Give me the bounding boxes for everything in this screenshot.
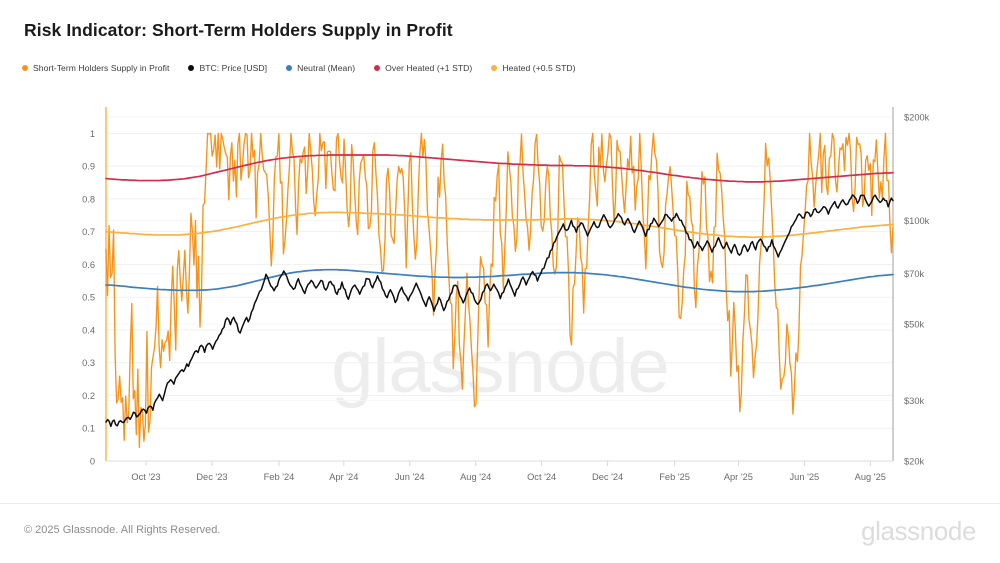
legend-item-4[interactable]: Heated (+0.5 STD) [491, 63, 575, 73]
y-axis-right-tick-label: $100k [904, 216, 930, 226]
dot-icon [22, 65, 28, 71]
footer-brand-logo: glassnode [861, 516, 976, 546]
legend-item-label: Short-Term Holders Supply in Profit [33, 63, 170, 73]
series-line-btc-price-usd [105, 194, 894, 428]
y-axis-right-tick-label: $70k [904, 269, 925, 279]
x-axis-tick-label: Dec '24 [592, 472, 623, 482]
x-axis-tick-label: Dec '23 [196, 472, 227, 482]
plot-area: glassnode 0 0.1 0.2 0.3 0.4 0.5 0.6 0.7 0.8 0.9 1 $… [0, 95, 1000, 490]
legend-item-0[interactable]: Short-Term Holders Supply in Profit [22, 63, 169, 73]
chart-svg: 0 0.1 0.2 0.3 0.4 0.5 0.6 0.7 0.8 0.9 1 $20k $30k $50… [82, 107, 930, 482]
chart-legend: Short-Term Holders Supply in Profit BTC: … [22, 63, 595, 73]
y-axis-right-tick-label: $30k [904, 396, 925, 406]
legend-item-label: Neutral (Mean) [297, 63, 356, 73]
y-axis-left-tick-label: 0.3 [82, 358, 95, 368]
y-axis-left-tick-label: 0.1 [82, 424, 95, 434]
y-axis-left-tick-label: 0.9 [82, 162, 95, 172]
series-line-heated-0-5-std [105, 211, 894, 239]
x-axis-tick-label: Jun '24 [395, 472, 425, 482]
x-axis-tick-label: Apr '25 [724, 472, 753, 482]
series-line-over-heated-1-std [105, 154, 894, 183]
series-line-neutral-mean [105, 268, 894, 293]
footer-divider [0, 503, 1000, 504]
legend-item-label: Over Heated (+1 STD) [385, 63, 473, 73]
y-axis-left-tick-label: 0.7 [82, 227, 95, 237]
x-axis-tick-label: Oct '23 [131, 472, 160, 482]
x-axis-tick-label: Feb '24 [264, 472, 295, 482]
legend-item-label: BTC: Price [USD] [199, 63, 268, 73]
y-axis-right-tick-label: $50k [904, 320, 925, 330]
y-axis-left-tick-label: 0.6 [82, 260, 95, 270]
page-title: Risk Indicator: Short-Term Holders Suppl… [24, 20, 453, 40]
legend-item-2[interactable]: Neutral (Mean) [286, 63, 355, 73]
footer-copyright: © 2025 Glassnode. All Rights Reserved. [24, 524, 221, 536]
x-axis-tick-label: Oct '24 [527, 472, 556, 482]
dot-icon [491, 65, 498, 71]
x-axis-tick-label: Aug '24 [460, 472, 491, 482]
y-axis-left-tick-label: 0.8 [82, 194, 95, 204]
y-axis-right-tick-label: $20k [904, 456, 925, 466]
legend-item-label: Heated (+0.5 STD) [502, 63, 576, 73]
y-axis-left-tick-label: 0.4 [82, 325, 95, 335]
y-axis-left-tick-label: 0.2 [82, 391, 95, 401]
dot-icon [374, 65, 381, 71]
dot-icon [286, 65, 293, 71]
legend-item-1[interactable]: BTC: Price [USD] [188, 63, 267, 73]
x-axis-tick-label: Aug '25 [855, 472, 886, 482]
y-axis-left-tick-label: 0.5 [82, 293, 95, 303]
dot-icon [188, 65, 195, 71]
legend-item-3[interactable]: Over Heated (+1 STD) [374, 63, 472, 73]
x-axis-tick-label: Jun '25 [790, 472, 820, 482]
y-axis-left-tick-label: 1 [90, 129, 95, 139]
x-axis-tick-label: Apr '24 [329, 472, 358, 482]
x-axis-tick-label: Feb '25 [659, 472, 690, 482]
y-axis-left-tick-label: 0 [90, 456, 95, 466]
y-axis-right-tick-label: $200k [904, 112, 930, 122]
